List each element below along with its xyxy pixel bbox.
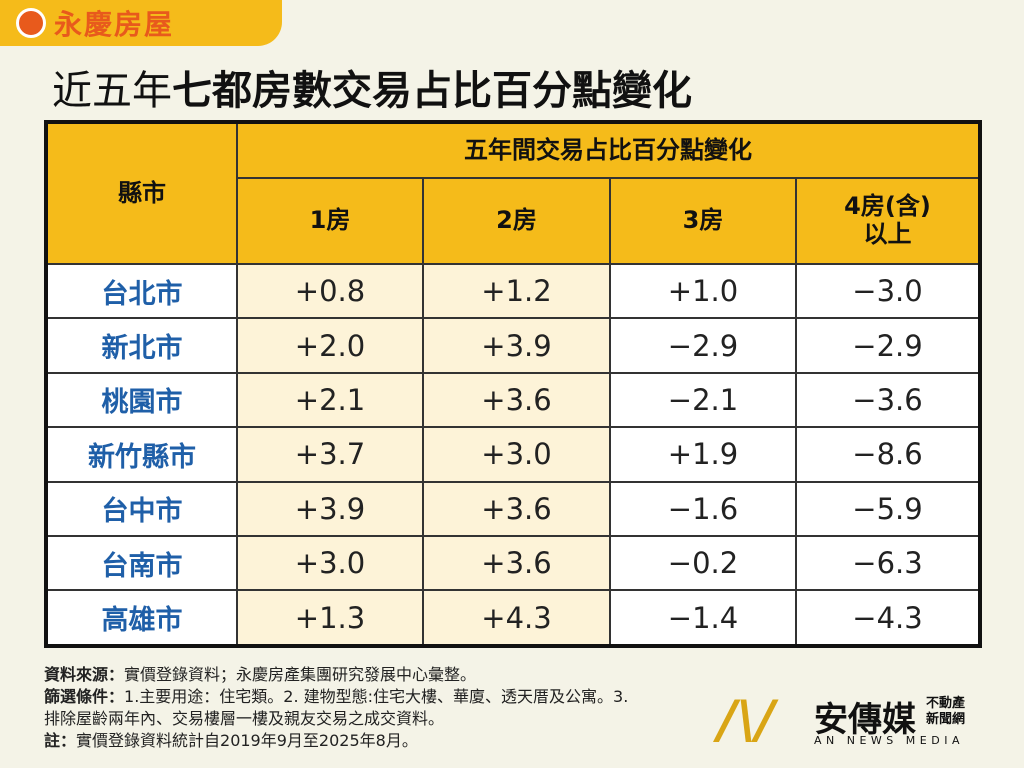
city-cell: 新北市 bbox=[45, 317, 238, 374]
city-cell: 台南市 bbox=[45, 534, 238, 592]
data-row: 高雄市 +1.3 +4.3 −1.4 −4.3 bbox=[45, 589, 981, 647]
value-cell: +2.1 bbox=[236, 371, 424, 429]
value-cell: −1.4 bbox=[609, 589, 797, 647]
title: 近五年七都房數交易占比百分點變化 bbox=[52, 58, 692, 116]
city-cell: 桃園市 bbox=[45, 371, 238, 429]
value-cell: −4.3 bbox=[795, 589, 981, 647]
footnote-text: 實價登錄資料；永慶房產集團研究發展中心彙整。 bbox=[124, 665, 477, 684]
logo: 永慶房屋 bbox=[0, 0, 282, 46]
value-cell: +3.9 bbox=[422, 317, 611, 374]
value-cell: −2.9 bbox=[795, 317, 981, 374]
value-cell: +3.9 bbox=[236, 480, 424, 537]
data-row: 台中市 +3.9 +3.6 −1.6 −5.9 bbox=[45, 480, 981, 537]
title-light: 近五年 bbox=[52, 68, 172, 114]
value-cell: +3.0 bbox=[236, 534, 424, 592]
data-row: 新北市 +2.0 +3.9 −2.9 −2.9 bbox=[45, 317, 981, 374]
watermark-name: 安傳媒 bbox=[814, 700, 916, 740]
data-row: 台南市 +3.0 +3.6 −0.2 −6.3 bbox=[45, 534, 981, 592]
footnote: 資料來源：實價登錄資料；永慶房產集團研究發展中心彙整。 bbox=[44, 664, 628, 686]
value-cell: +4.3 bbox=[422, 589, 611, 647]
value-cell: −2.9 bbox=[609, 317, 797, 374]
watermark-icon: /\/ bbox=[718, 690, 775, 750]
value-cell: +3.6 bbox=[422, 534, 611, 592]
logo-icon bbox=[16, 8, 46, 38]
value-cell: +3.7 bbox=[236, 426, 424, 483]
data-row: 新竹縣市 +3.7 +3.0 +1.9 −8.6 bbox=[45, 426, 981, 483]
value-cell: −8.6 bbox=[795, 426, 981, 483]
watermark: /\/ 安傳媒 不動產 新聞網 AN NEWS MEDIA bbox=[718, 688, 1008, 754]
city-cell: 高雄市 bbox=[45, 589, 238, 647]
logo-text: 永慶房屋 bbox=[54, 8, 175, 41]
data-row: 台北市 +0.8 +1.2 +1.0 −3.0 bbox=[45, 262, 981, 320]
city-cell: 新竹縣市 bbox=[45, 426, 238, 483]
value-cell: −3.6 bbox=[795, 371, 981, 429]
value-cell: +0.8 bbox=[236, 262, 424, 320]
watermark-tag: 不動產 新聞網 bbox=[926, 696, 966, 727]
footnote-label: 資料來源： bbox=[44, 665, 125, 684]
footnote-label: 篩選條件： bbox=[44, 687, 125, 706]
value-cell: +2.0 bbox=[236, 317, 424, 374]
column-header: 1房 bbox=[236, 177, 424, 265]
value-cell: +1.3 bbox=[236, 589, 424, 647]
value-cell: +3.6 bbox=[422, 480, 611, 537]
value-cell: −2.1 bbox=[609, 371, 797, 429]
value-cell: +1.9 bbox=[609, 426, 797, 483]
title-bold: 七都房數交易占比百分點變化 bbox=[172, 68, 692, 114]
column-header-row: 1房 2房 3房 4房(含) 以上 bbox=[46, 177, 981, 265]
city-cell: 台中市 bbox=[45, 480, 238, 537]
corner-header: 縣市 bbox=[45, 121, 238, 265]
value-cell: +1.2 bbox=[422, 262, 611, 320]
value-cell: −1.6 bbox=[609, 480, 797, 537]
value-cell: −0.2 bbox=[609, 534, 797, 592]
header-row: 縣市 五年間交易占比百分點變化 bbox=[45, 121, 981, 265]
value-cell: +1.0 bbox=[609, 262, 797, 320]
city-cell: 台北市 bbox=[45, 262, 238, 320]
footnotes: 資料來源：實價登錄資料；永慶房產集團研究發展中心彙整。 篩選條件：1.主要用途：住… bbox=[44, 664, 628, 752]
column-header: 4房(含) 以上 bbox=[795, 177, 981, 265]
column-header: 2房 bbox=[422, 177, 611, 265]
value-cell: −5.9 bbox=[795, 480, 981, 537]
group-header: 五年間交易占比百分點變化 bbox=[236, 121, 981, 179]
value-cell: +3.0 bbox=[422, 426, 611, 483]
footnote: 註：實價登錄資料統計自2019年9月至2025年8月。 bbox=[44, 730, 628, 752]
watermark-sub: AN NEWS MEDIA bbox=[814, 734, 964, 747]
footnote-text: 實價登錄資料統計自2019年9月至2025年8月。 bbox=[76, 731, 418, 750]
footnote: 篩選條件：1.主要用途：住宅類。2. 建物型態:住宅大樓、華廈、透天厝及公寓。3… bbox=[44, 686, 628, 730]
footnote-text: 1.主要用途：住宅類。2. 建物型態:住宅大樓、華廈、透天厝及公寓。3. 排除屋… bbox=[44, 687, 629, 728]
value-cell: +3.6 bbox=[422, 371, 611, 429]
value-cell: −6.3 bbox=[795, 534, 981, 592]
column-header: 3房 bbox=[609, 177, 797, 265]
value-cell: −3.0 bbox=[795, 262, 981, 320]
data-table: 縣市 五年間交易占比百分點變化 1房 2房 3房 4房(含) 以上 台北市 +0.8 +1.2 +… bbox=[44, 120, 982, 648]
footnote-label: 註： bbox=[44, 731, 77, 750]
data-row: 桃園市 +2.1 +3.6 −2.1 −3.6 bbox=[45, 371, 981, 429]
